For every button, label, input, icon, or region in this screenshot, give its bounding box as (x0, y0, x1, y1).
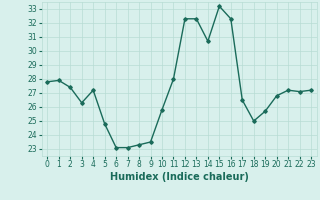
X-axis label: Humidex (Indice chaleur): Humidex (Indice chaleur) (110, 172, 249, 182)
